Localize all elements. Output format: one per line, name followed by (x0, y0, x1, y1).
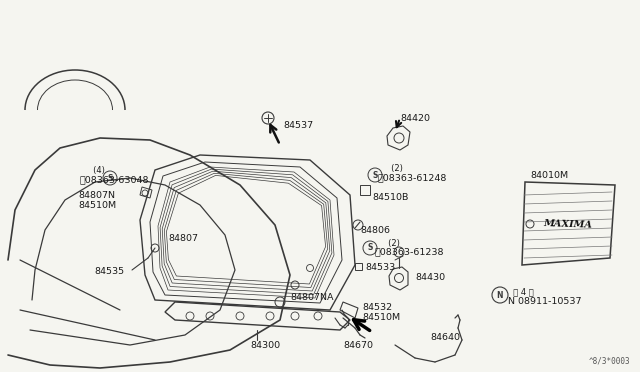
Text: 84010M: 84010M (530, 170, 568, 180)
Text: 84537: 84537 (283, 121, 313, 129)
Text: 84640: 84640 (430, 334, 460, 343)
Text: 84535: 84535 (94, 267, 124, 276)
Text: 84533: 84533 (365, 263, 396, 273)
Text: 84532: 84532 (362, 304, 392, 312)
Text: ^8/3*0003: ^8/3*0003 (588, 356, 630, 365)
Text: 〈 4 〉: 〈 4 〉 (508, 288, 534, 296)
Text: Ⓝ08363-61248: Ⓝ08363-61248 (378, 173, 447, 183)
Text: 84670: 84670 (343, 340, 373, 350)
Text: S: S (372, 170, 378, 180)
Text: S: S (367, 244, 372, 253)
Text: MAXIMA: MAXIMA (543, 219, 593, 230)
Text: Ⓝ08363-63048: Ⓝ08363-63048 (80, 176, 150, 185)
Text: (2): (2) (378, 164, 403, 173)
Text: Ⓝ08363-61238: Ⓝ08363-61238 (375, 247, 445, 257)
Text: N 08911-10537: N 08911-10537 (508, 298, 582, 307)
Text: 84807NA: 84807NA (290, 294, 333, 302)
Text: N: N (497, 291, 503, 299)
Text: 84807N: 84807N (78, 190, 115, 199)
Text: 84510B: 84510B (372, 192, 408, 202)
Text: 84510M: 84510M (78, 201, 116, 209)
Text: 84430: 84430 (415, 273, 445, 282)
Text: 84807: 84807 (168, 234, 198, 243)
Text: 84420: 84420 (400, 113, 430, 122)
Text: (2): (2) (375, 238, 400, 247)
Text: S: S (108, 173, 113, 183)
Text: 84510M: 84510M (362, 314, 400, 323)
Text: 84806: 84806 (360, 225, 390, 234)
Text: (4): (4) (80, 166, 105, 174)
Text: 84300: 84300 (250, 340, 280, 350)
